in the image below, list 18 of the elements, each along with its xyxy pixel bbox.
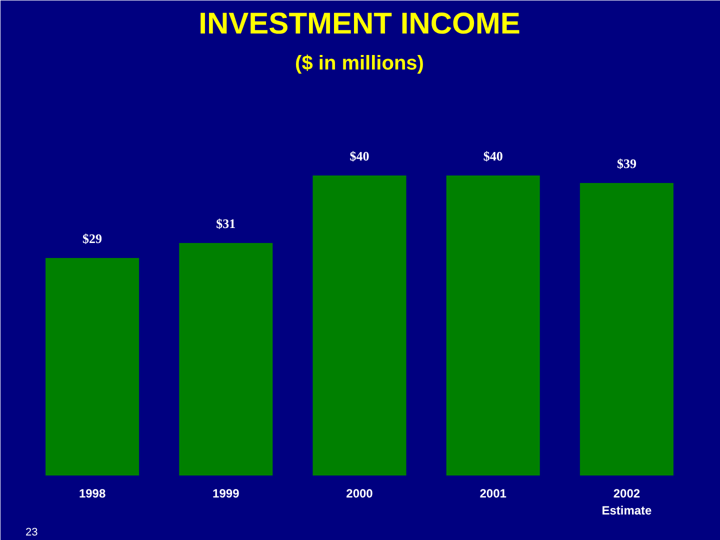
data-label: $31 [216, 216, 236, 231]
data-label: $39 [616, 156, 637, 171]
x-tick-label: 2002 Estimate [602, 486, 652, 518]
bar [46, 258, 140, 476]
x-tick-label: 2000 [346, 486, 374, 500]
x-tick-label: 1999 [212, 486, 240, 500]
bar [580, 183, 674, 476]
chart-title: INVESTMENT INCOME [198, 8, 520, 40]
data-label: $29 [82, 231, 103, 246]
bar [179, 243, 273, 476]
chart-subtitle: ($ in millions) [295, 52, 424, 74]
text: 23 [26, 526, 38, 538]
x-tick-label: 2001 [480, 486, 507, 500]
bar [446, 176, 540, 476]
bar [312, 176, 406, 476]
data-label: $40 [483, 148, 503, 164]
x-tick-label: 1998 [78, 486, 106, 500]
data-label: $40 [350, 148, 370, 164]
